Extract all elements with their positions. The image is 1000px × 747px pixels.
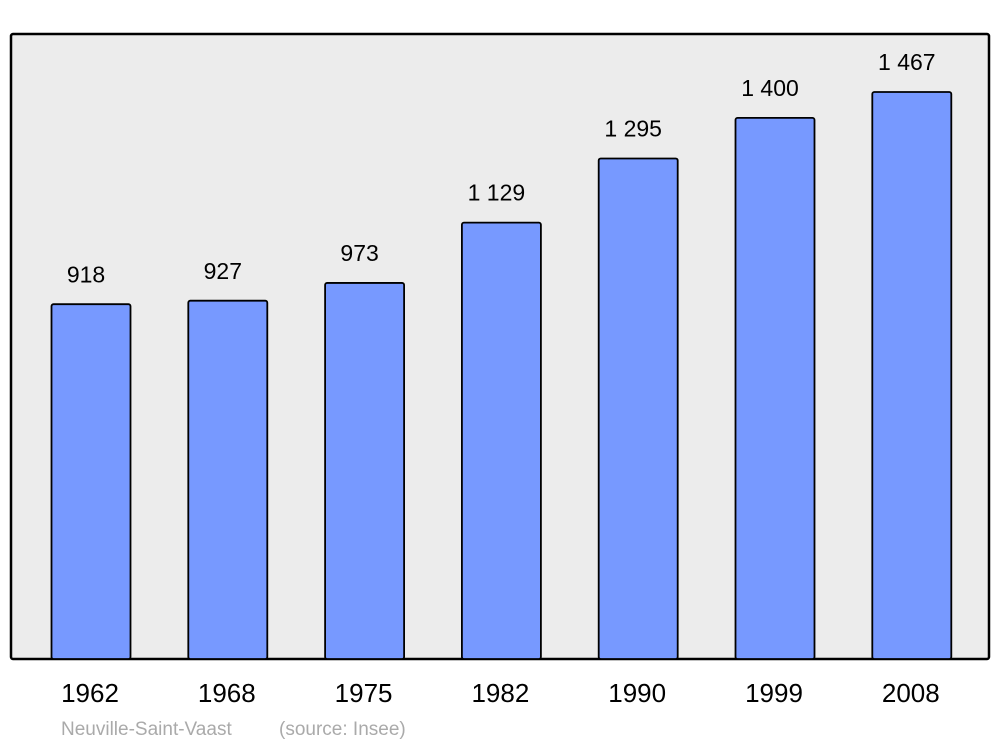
- source: (source: Insee): [279, 719, 406, 740]
- bar: [734, 116, 816, 660]
- bar: [187, 299, 269, 660]
- bar: [50, 303, 132, 660]
- value-label: 1 129: [468, 180, 526, 206]
- bar: [324, 282, 406, 660]
- x-tick-label: 1999: [745, 678, 803, 708]
- x-tick-label: 1975: [335, 678, 393, 708]
- value-label: 1 400: [741, 75, 799, 101]
- value-label: 973: [340, 240, 378, 266]
- x-tick-label: 1968: [198, 678, 256, 708]
- value-label: 1 467: [878, 49, 936, 75]
- bar: [597, 157, 679, 660]
- value-label: 927: [204, 258, 242, 284]
- caption: Neuville-Saint-Vaast: [61, 719, 232, 740]
- x-tick-label: 1990: [608, 678, 666, 708]
- bar: [460, 221, 542, 660]
- value-label: 918: [67, 261, 105, 287]
- bar: [871, 91, 953, 660]
- x-tick-label: 2008: [882, 678, 940, 708]
- x-tick-label: 1962: [61, 678, 119, 708]
- x-tick-label: 1982: [471, 678, 529, 708]
- value-label: 1 295: [604, 116, 662, 142]
